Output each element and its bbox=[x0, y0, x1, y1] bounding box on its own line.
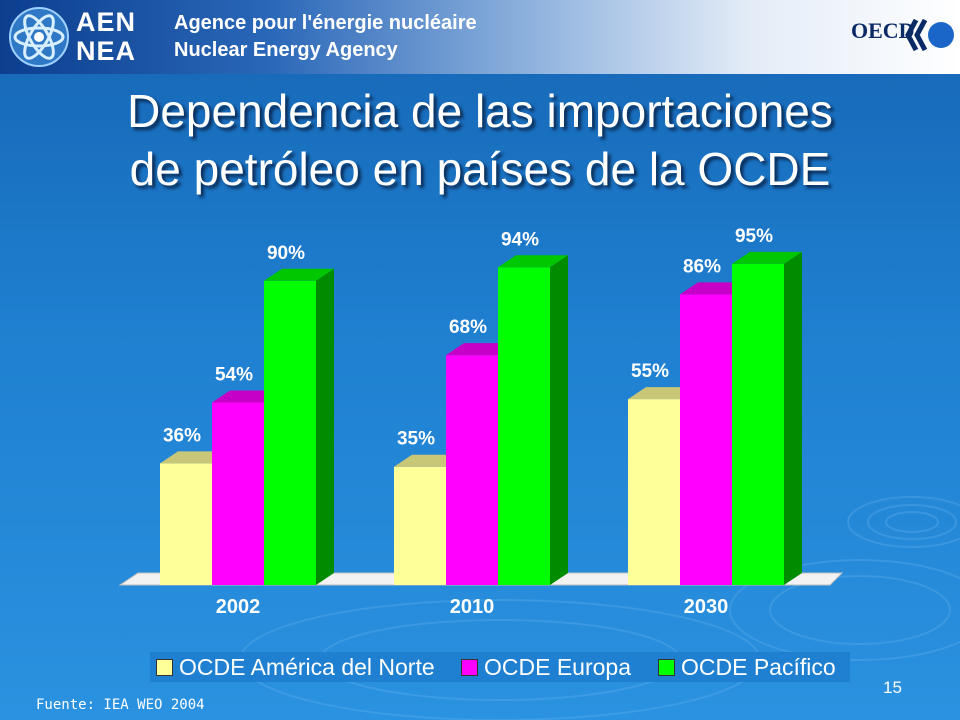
legend-item-europe: OCDE Europa bbox=[461, 652, 631, 682]
bar-2002-s2 bbox=[264, 268, 334, 585]
legend-swatch-pacific bbox=[658, 659, 675, 676]
oecd-logo-icon bbox=[905, 18, 954, 52]
legend-item-pacific: OCDE Pacífico bbox=[658, 652, 836, 682]
data-label-2002-s0: 36% bbox=[163, 425, 201, 446]
bar-2010-s2-top bbox=[498, 255, 568, 268]
oecd-label: OECD bbox=[851, 18, 915, 43]
bar-2002-s2-top bbox=[264, 268, 334, 281]
bar-2030-s0-front bbox=[628, 399, 680, 585]
header-banner: AEN NEA Agence pour l'énergie nucléaire … bbox=[0, 0, 960, 74]
data-label-2002-s1: 54% bbox=[215, 364, 253, 385]
bar-2002-s0-front bbox=[160, 463, 212, 585]
bar-2002-s2-front bbox=[264, 280, 316, 585]
legend-label-pacific: OCDE Pacífico bbox=[681, 654, 836, 680]
page-title: Dependencia de las importaciones de petr… bbox=[40, 82, 920, 198]
bar-2010-s1-front bbox=[446, 355, 498, 585]
bar-2030-s1-front bbox=[680, 294, 732, 585]
bar-2010-s2-front bbox=[498, 267, 550, 585]
bar-2010-s2 bbox=[498, 255, 568, 585]
bar-2010-s0-front bbox=[394, 466, 446, 585]
legend-label-europe: OCDE Europa bbox=[484, 654, 632, 680]
data-label-2010-s0: 35% bbox=[397, 429, 435, 450]
data-label-2010-s2: 94% bbox=[501, 229, 539, 250]
bar-2030-s2-side bbox=[784, 251, 802, 585]
source-note: Fuente: IEA WEO 2004 bbox=[36, 697, 205, 713]
bar-2030-s2-front bbox=[732, 263, 784, 585]
bar-2010-s2-side bbox=[550, 255, 568, 585]
legend-item-north-america: OCDE América del Norte bbox=[156, 652, 435, 682]
logo-word-aen: AEN bbox=[76, 7, 137, 37]
x-tick-2010: 2010 bbox=[450, 596, 495, 618]
bar-2030-s2 bbox=[732, 251, 802, 585]
legend-label-north-america: OCDE América del Norte bbox=[179, 654, 435, 680]
x-tick-2002: 2002 bbox=[216, 596, 261, 618]
data-label-2030-s0: 55% bbox=[631, 361, 669, 382]
logo-word-nea: NEA bbox=[76, 36, 137, 66]
bar-2002-s2-side bbox=[316, 268, 334, 585]
data-label-2010-s1: 68% bbox=[449, 317, 487, 338]
agency-name-fr: Agence pour l'énergie nucléaire bbox=[174, 12, 477, 34]
atom-swirl-icon bbox=[9, 7, 69, 67]
title-line-2: de petróleo en países de la OCDE bbox=[129, 143, 831, 195]
legend-swatch-europe bbox=[461, 659, 478, 676]
x-tick-2030: 2030 bbox=[684, 596, 729, 618]
title-line-1: Dependencia de las importaciones bbox=[127, 85, 833, 137]
data-label-2030-s2: 95% bbox=[735, 226, 773, 247]
chart-legend: OCDE América del Norte OCDE Europa OCDE … bbox=[150, 652, 850, 682]
agency-name-en: Nuclear Energy Agency bbox=[174, 39, 398, 61]
data-label-2002-s2: 90% bbox=[267, 243, 305, 264]
legend-swatch-north-america bbox=[156, 659, 173, 676]
data-label-2030-s1: 86% bbox=[683, 256, 721, 277]
bar-2002-s1-front bbox=[212, 402, 264, 585]
page-number: 15 bbox=[883, 678, 902, 697]
bar-2030-s2-top bbox=[732, 251, 802, 264]
